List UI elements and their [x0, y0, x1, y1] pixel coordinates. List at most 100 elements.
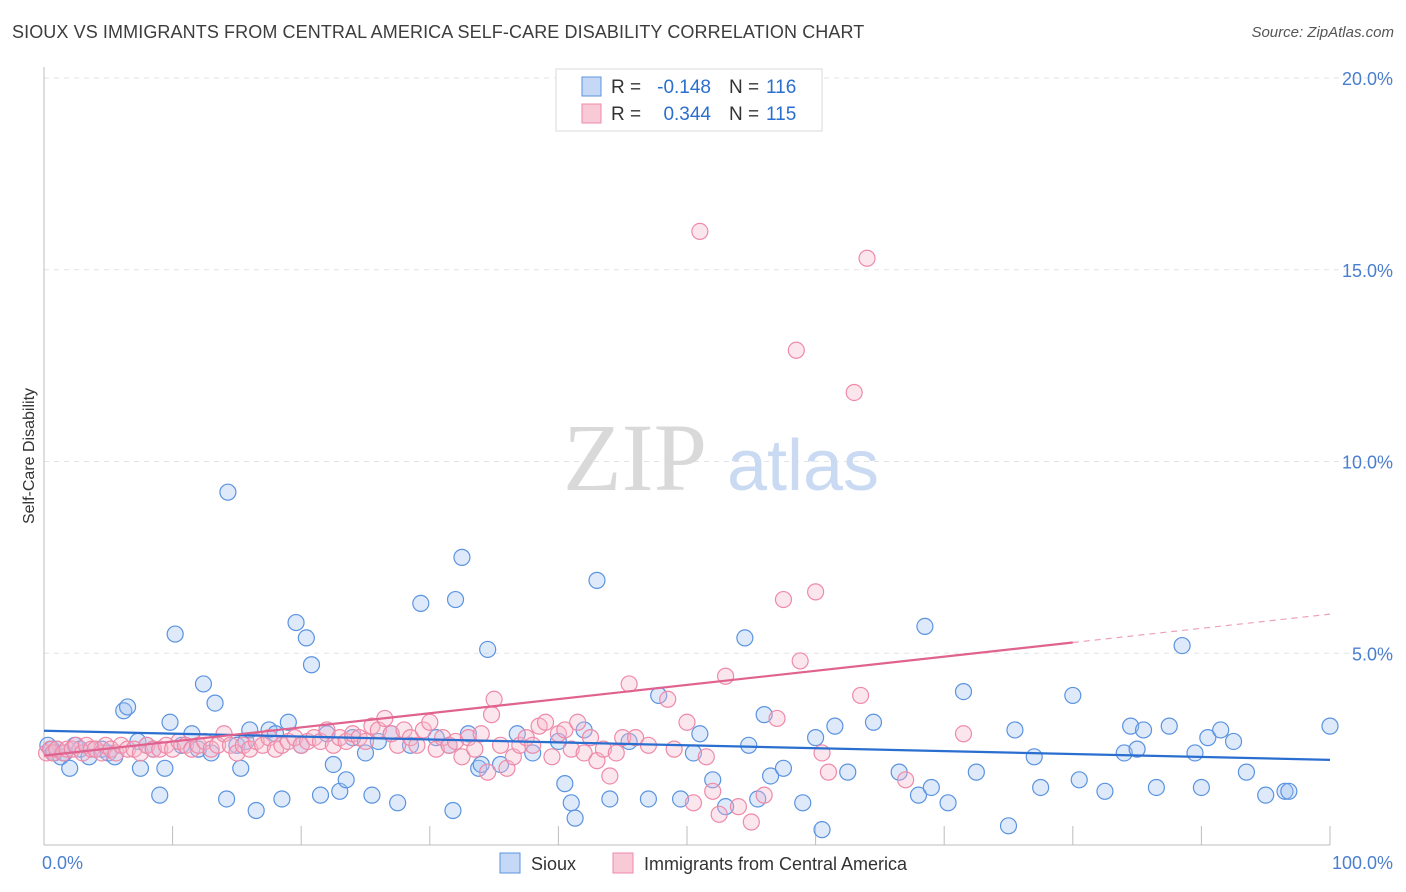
sioux-point-89 [761, 767, 780, 785]
sioux-point-41 [287, 613, 305, 632]
ca-point-119 [852, 686, 870, 705]
sioux-point-73 [566, 809, 584, 827]
sioux-point-63 [459, 725, 477, 743]
sioux-point-52 [363, 786, 381, 804]
sioux-point-57 [412, 594, 430, 612]
sioux-n-value: 116 [766, 77, 796, 98]
sioux-point-33 [232, 759, 250, 777]
ca-point-120 [858, 249, 876, 267]
ca-point-110 [755, 786, 773, 804]
ca-point-89 [575, 744, 593, 762]
ca-point-111 [768, 709, 786, 728]
sioux-point-114 [1134, 721, 1153, 739]
ca-point-106 [710, 805, 728, 823]
ca-point-102 [684, 794, 703, 812]
y-tick-label-15: 15.0% [1342, 261, 1393, 281]
sioux-point-23 [166, 625, 184, 643]
sioux-trend-line [43, 729, 1331, 761]
sioux-point-44 [302, 656, 321, 674]
sioux-point-21 [156, 759, 174, 777]
ca-point-87 [562, 740, 580, 758]
sioux-swatch [581, 76, 602, 97]
ca-n-value: 115 [766, 104, 796, 125]
sioux-point-101 [939, 794, 957, 812]
sioux-point-88 [755, 706, 773, 724]
sioux-point-22 [161, 713, 179, 731]
sioux-point-113 [1128, 740, 1146, 758]
sioux-point-55 [389, 794, 407, 812]
sioux-point-6 [61, 759, 79, 777]
sioux-point-39 [273, 790, 291, 808]
sioux-point-98 [909, 786, 928, 804]
sioux-point-117 [1173, 636, 1191, 655]
sioux-point-49 [337, 771, 355, 789]
ca-point-68 [446, 732, 465, 751]
ca-point-113 [787, 341, 805, 359]
ca-point-62 [408, 736, 426, 754]
ca-point-86 [556, 721, 574, 739]
sioux-point-27 [194, 675, 213, 693]
sioux-point-102 [954, 682, 973, 701]
sioux-point-36 [247, 801, 265, 820]
ca-r-label: R = [611, 104, 641, 125]
sioux-point-104 [999, 817, 1018, 835]
ca-point-90 [581, 729, 600, 747]
ca-point-81 [524, 736, 542, 754]
sioux-point-92 [806, 729, 825, 747]
sioux-point-105 [1006, 721, 1024, 739]
x-tick-label-0: 0.0% [42, 853, 83, 873]
chart-title: SIOUX VS IMMIGRANTS FROM CENTRAL AMERICA… [12, 22, 865, 42]
ca-swatch [581, 103, 602, 124]
sioux-point-108 [1064, 686, 1082, 705]
ca-point-103 [691, 222, 709, 240]
sioux-point-124 [1257, 786, 1275, 804]
ca-point-83 [536, 713, 555, 731]
sioux-point-119 [1192, 778, 1211, 797]
ca-r-value: 0.344 [663, 104, 711, 125]
sioux-point-72 [562, 794, 580, 812]
sioux-point-99 [916, 617, 934, 636]
sioux-point-20 [151, 786, 169, 804]
ca-point-108 [729, 798, 748, 816]
sioux-r-value: -0.148 [657, 77, 711, 98]
ca-point-118 [845, 383, 863, 402]
ca-point-99 [659, 690, 677, 708]
legend-ca-swatch [612, 852, 634, 874]
sioux-point-91 [794, 794, 812, 812]
ca-point-73 [479, 763, 497, 781]
ca-point-54 [356, 732, 375, 751]
sioux-point-96 [864, 713, 883, 731]
ca-trend-line-extension [1072, 613, 1331, 644]
ca-point-88 [569, 713, 587, 731]
ca-point-97 [626, 729, 645, 747]
ca-point-122 [954, 725, 973, 743]
axes [43, 67, 1331, 846]
sioux-point-94 [826, 717, 844, 735]
ca-point-69 [453, 748, 471, 766]
watermark-zip: ZIP [563, 404, 707, 511]
sioux-point-100 [922, 778, 940, 797]
ca-n-label: N = [729, 104, 759, 125]
grid [44, 77, 1392, 654]
ca-point-64 [421, 713, 439, 731]
legend-ca-label: Immigrants from Central America [644, 854, 908, 874]
sioux-point-80 [671, 790, 690, 808]
sioux-point-93 [813, 821, 831, 839]
sioux-point-103 [967, 763, 985, 781]
sioux-point-43 [297, 629, 315, 647]
ca-point-96 [620, 675, 638, 693]
sioux-point-78 [639, 790, 658, 808]
sioux-point-45 [311, 786, 330, 804]
sioux-point-111 [1115, 744, 1133, 762]
sioux-point-127 [1321, 717, 1339, 735]
sioux-point-107 [1032, 778, 1050, 797]
sioux-point-62 [453, 548, 471, 566]
ca-point-71 [466, 740, 484, 758]
watermark: ZIP atlas [563, 404, 879, 511]
ca-point-75 [485, 690, 503, 708]
sioux-point-71 [556, 775, 574, 793]
ca-point-117 [819, 763, 838, 781]
legend-sioux-swatch [499, 852, 521, 874]
sioux-point-118 [1186, 744, 1204, 762]
